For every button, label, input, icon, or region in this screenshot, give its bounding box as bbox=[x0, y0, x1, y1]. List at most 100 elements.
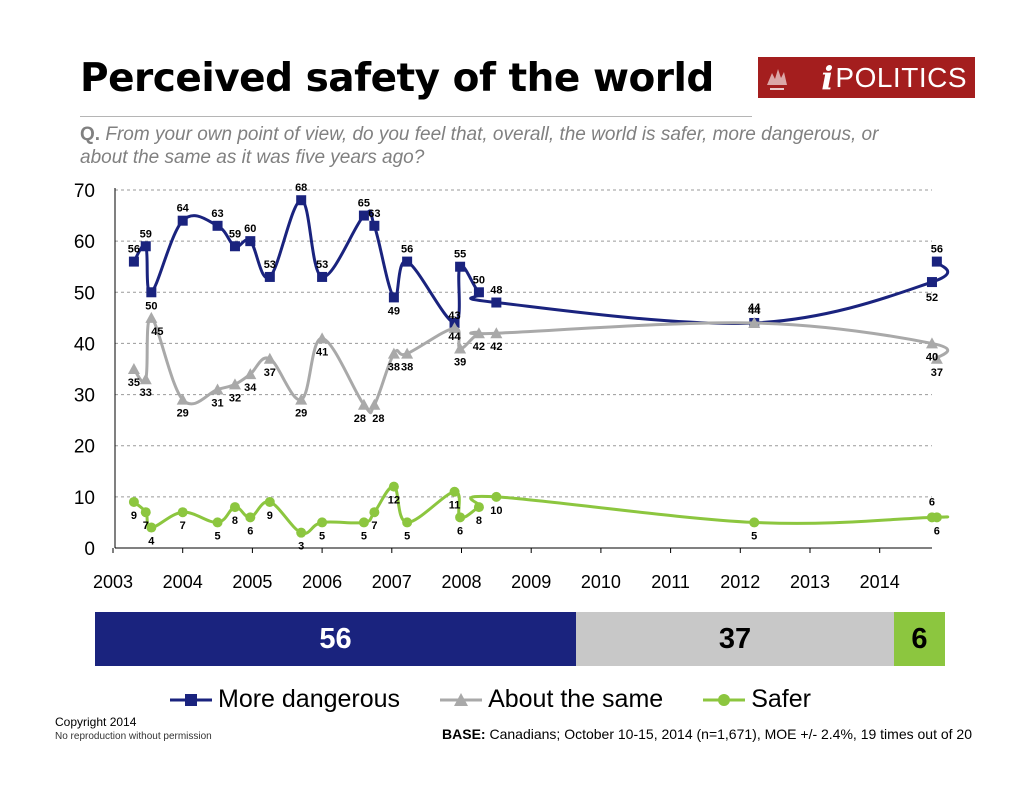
data-label: 7 bbox=[180, 520, 186, 532]
data-label: 50 bbox=[145, 300, 157, 312]
data-point bbox=[229, 241, 240, 252]
result-value: 37 bbox=[718, 622, 752, 655]
data-label: 32 bbox=[229, 392, 241, 404]
legend-item-about-the-same: About the same bbox=[440, 685, 663, 714]
data-label: 59 bbox=[140, 228, 152, 240]
data-point bbox=[211, 383, 224, 395]
data-label: 39 bbox=[454, 357, 466, 369]
data-point bbox=[388, 292, 399, 303]
data-point bbox=[145, 311, 158, 323]
data-label: 53 bbox=[316, 259, 328, 271]
base-label: BASE: bbox=[442, 726, 486, 742]
data-label: 52 bbox=[926, 292, 938, 304]
data-point bbox=[358, 210, 369, 221]
data-label: 63 bbox=[211, 208, 223, 220]
data-label: 56 bbox=[128, 244, 140, 256]
data-point bbox=[925, 337, 938, 349]
data-point bbox=[387, 347, 400, 359]
data-label: 53 bbox=[264, 259, 276, 271]
data-point bbox=[402, 517, 413, 528]
data-point bbox=[245, 512, 256, 523]
x-tick-label: 2013 bbox=[790, 572, 830, 592]
data-label: 60 bbox=[244, 223, 256, 235]
data-label: 59 bbox=[229, 228, 241, 240]
data-label: 37 bbox=[931, 367, 943, 379]
data-label: 55 bbox=[454, 249, 466, 261]
base-text: Canadians; October 10-15, 2014 (n=1,671)… bbox=[489, 726, 972, 742]
x-tick-label: 2012 bbox=[720, 572, 760, 592]
series-line-2 bbox=[132, 485, 950, 535]
data-label: 6 bbox=[934, 525, 940, 537]
data-point bbox=[212, 517, 223, 528]
page-title: Perceived safety of the world bbox=[80, 56, 714, 101]
data-point bbox=[177, 215, 188, 226]
data-point bbox=[128, 496, 139, 507]
data-label: 4 bbox=[148, 536, 155, 548]
data-label: 56 bbox=[401, 244, 413, 256]
data-point bbox=[930, 352, 943, 364]
x-tick-label: 2005 bbox=[232, 572, 272, 592]
logo-text: POLITICS bbox=[835, 61, 967, 93]
question-prefix: Q. bbox=[80, 124, 101, 145]
logo-i-glyph: i bbox=[821, 58, 834, 97]
y-tick-label: 60 bbox=[74, 232, 95, 253]
data-point bbox=[228, 378, 241, 390]
data-point bbox=[749, 517, 760, 528]
data-point bbox=[369, 507, 380, 518]
series-line-0 bbox=[132, 198, 950, 325]
data-label: 49 bbox=[388, 305, 400, 317]
x-tick-label: 2007 bbox=[372, 572, 412, 592]
y-tick-label: 40 bbox=[74, 334, 95, 355]
data-label: 65 bbox=[358, 198, 370, 210]
data-point bbox=[368, 398, 381, 410]
data-point bbox=[473, 287, 484, 298]
data-point bbox=[139, 373, 152, 385]
data-label: 64 bbox=[177, 203, 190, 215]
data-label: 38 bbox=[401, 362, 413, 374]
data-label: 29 bbox=[177, 408, 189, 420]
legend-label: Safer bbox=[751, 685, 811, 713]
result-segment: 37 bbox=[576, 612, 894, 666]
y-tick-label: 0 bbox=[84, 539, 95, 560]
data-label: 48 bbox=[490, 285, 502, 297]
data-point bbox=[931, 256, 942, 267]
data-label: 43 bbox=[448, 310, 460, 322]
data-label: 6 bbox=[457, 525, 463, 537]
data-label: 63 bbox=[368, 208, 380, 220]
data-label: 8 bbox=[476, 515, 482, 527]
data-label: 10 bbox=[490, 505, 502, 517]
data-label: 38 bbox=[388, 362, 400, 374]
data-label: 5 bbox=[319, 530, 325, 542]
x-tick-label: 2008 bbox=[441, 572, 481, 592]
data-point bbox=[212, 220, 223, 231]
data-point bbox=[449, 486, 460, 497]
data-label: 33 bbox=[140, 387, 152, 399]
data-label: 35 bbox=[128, 377, 140, 389]
series-line-1 bbox=[132, 316, 950, 415]
reproduction-notice: No reproduction without permission bbox=[55, 731, 212, 742]
data-label: 44 bbox=[748, 302, 761, 314]
base-note: BASE: Canadians; October 10-15, 2014 (n=… bbox=[442, 726, 972, 742]
data-label: 6 bbox=[929, 496, 935, 508]
data-point bbox=[244, 368, 257, 380]
data-label: 41 bbox=[316, 346, 328, 358]
data-point bbox=[369, 220, 380, 231]
x-tick-label: 2009 bbox=[511, 572, 551, 592]
data-point bbox=[490, 327, 503, 339]
result-value: 6 bbox=[911, 622, 928, 655]
data-point bbox=[245, 236, 256, 247]
data-point bbox=[146, 522, 157, 533]
data-point bbox=[176, 393, 189, 405]
x-tick-label: 2004 bbox=[163, 572, 203, 592]
data-point bbox=[146, 287, 157, 298]
data-label: 7 bbox=[143, 520, 149, 532]
legend-triangle-marker-icon bbox=[440, 692, 483, 706]
data-label: 12 bbox=[388, 495, 400, 507]
data-label: 5 bbox=[361, 530, 367, 542]
data-point bbox=[295, 393, 308, 405]
title-divider bbox=[80, 116, 752, 117]
data-point bbox=[473, 502, 484, 513]
legend-circle-marker-icon bbox=[703, 693, 746, 706]
data-label: 45 bbox=[151, 326, 163, 338]
